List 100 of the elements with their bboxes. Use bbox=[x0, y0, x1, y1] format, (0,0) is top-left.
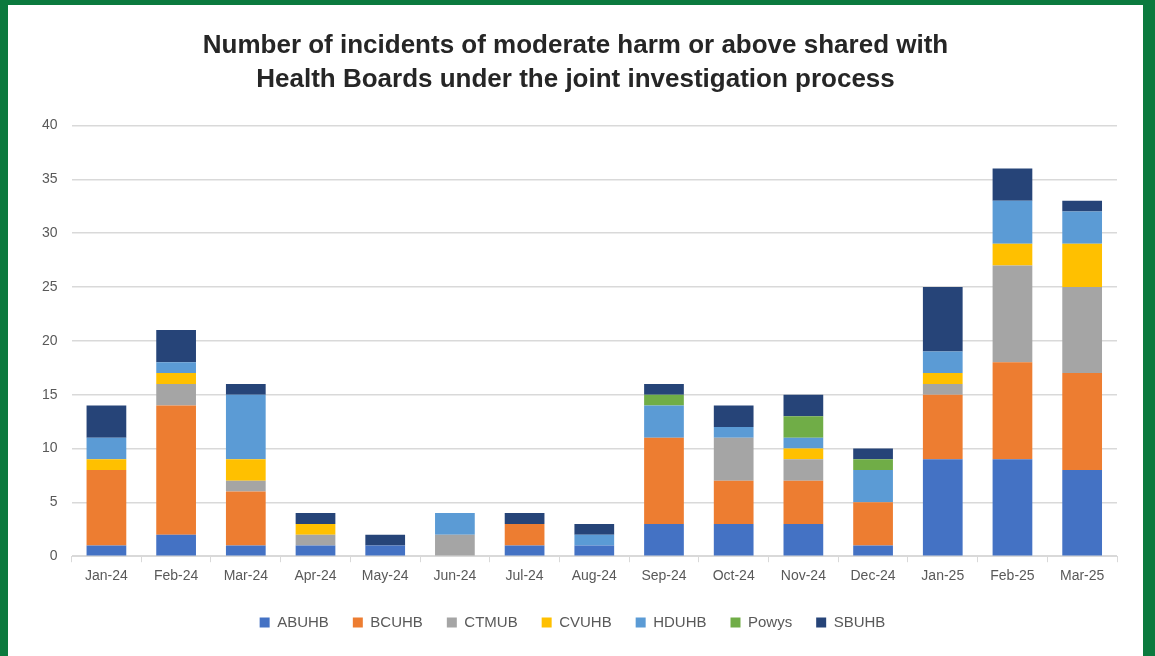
bar bbox=[853, 502, 893, 546]
x-tick-label: Jan-25 bbox=[921, 567, 965, 584]
bar bbox=[1062, 211, 1103, 244]
bar bbox=[1062, 200, 1103, 212]
bar bbox=[504, 545, 545, 556]
bar bbox=[435, 534, 475, 556]
x-tick-label: Sep-24 bbox=[641, 567, 687, 584]
bar bbox=[225, 480, 266, 492]
bar bbox=[1062, 286, 1103, 374]
x-tick-label: Oct-24 bbox=[712, 567, 755, 584]
y-tick-label: 40 bbox=[41, 116, 58, 133]
bar bbox=[225, 491, 266, 546]
bar bbox=[86, 545, 127, 556]
legend-label: BCUHB bbox=[370, 612, 423, 630]
bar bbox=[504, 513, 545, 524]
bar bbox=[783, 523, 824, 556]
bar bbox=[156, 362, 196, 374]
bar bbox=[574, 534, 615, 546]
bar bbox=[574, 545, 615, 556]
bar bbox=[156, 383, 196, 406]
x-tick-label: Mar-24 bbox=[223, 567, 269, 584]
bar bbox=[86, 437, 127, 460]
bar bbox=[86, 405, 127, 438]
y-tick-label: 15 bbox=[41, 385, 58, 402]
bar bbox=[156, 534, 196, 556]
bar bbox=[365, 545, 406, 556]
bar bbox=[644, 405, 684, 438]
bar bbox=[713, 405, 754, 427]
bar bbox=[1062, 243, 1103, 287]
bar bbox=[574, 523, 615, 535]
bar bbox=[713, 523, 754, 556]
bar bbox=[365, 534, 406, 546]
bar bbox=[783, 416, 824, 438]
bar bbox=[783, 459, 824, 481]
legend-label: CVUHB bbox=[559, 612, 612, 630]
bar bbox=[504, 523, 545, 546]
bar bbox=[295, 513, 336, 524]
bar bbox=[1062, 470, 1103, 556]
bar bbox=[853, 545, 893, 556]
bar bbox=[225, 545, 266, 556]
x-tick-label: Aug-24 bbox=[571, 567, 618, 584]
bar bbox=[435, 513, 475, 535]
bar bbox=[992, 200, 1033, 244]
bar bbox=[156, 330, 196, 363]
bar bbox=[992, 243, 1033, 266]
bar bbox=[225, 383, 266, 395]
bar bbox=[644, 383, 684, 395]
legend-label: CTMUB bbox=[464, 612, 518, 630]
bar bbox=[922, 351, 963, 374]
x-tick-label: Jun-24 bbox=[433, 567, 477, 584]
x-tick-label: Dec-24 bbox=[850, 567, 896, 584]
y-tick-label: 5 bbox=[49, 493, 58, 510]
bar bbox=[992, 362, 1033, 460]
y-tick-label: 25 bbox=[41, 277, 58, 294]
bar bbox=[295, 523, 336, 535]
bar bbox=[644, 437, 684, 524]
y-tick-label: 30 bbox=[41, 223, 58, 240]
bar bbox=[225, 459, 266, 481]
bar bbox=[783, 448, 824, 460]
bar bbox=[713, 437, 754, 481]
bar bbox=[992, 168, 1033, 201]
bar bbox=[713, 426, 754, 438]
bar bbox=[156, 373, 196, 384]
bar bbox=[853, 470, 893, 503]
bar bbox=[922, 373, 963, 384]
bar bbox=[853, 459, 893, 471]
bar bbox=[853, 448, 893, 460]
chart-title: Number of incidents of moderate harm or above shared with Health Boards under the joint investigation process bbox=[201, 28, 950, 95]
bar bbox=[295, 545, 336, 556]
y-tick-label: 0 bbox=[49, 547, 58, 564]
bar bbox=[922, 286, 963, 352]
y-tick-label: 10 bbox=[41, 439, 58, 456]
bar bbox=[783, 394, 824, 417]
bar bbox=[922, 383, 963, 395]
bar bbox=[922, 459, 963, 556]
x-tick-label: Jul-24 bbox=[505, 567, 544, 584]
bar bbox=[1062, 373, 1103, 471]
bar bbox=[992, 459, 1033, 556]
legend-label: Powys bbox=[748, 612, 793, 630]
bar bbox=[86, 459, 127, 471]
x-tick-label: Feb-25 bbox=[990, 567, 1035, 584]
bar bbox=[644, 394, 684, 406]
bar bbox=[225, 394, 266, 460]
x-tick-label: Mar-25 bbox=[1059, 567, 1105, 584]
x-tick-label: Feb-24 bbox=[153, 567, 199, 584]
bar bbox=[644, 523, 684, 556]
legend-label: HDUHB bbox=[653, 612, 707, 630]
x-tick-label: May-24 bbox=[361, 567, 409, 584]
x-tick-label: Jan-24 bbox=[85, 567, 129, 584]
legend-label: ABUHB bbox=[277, 612, 329, 630]
bar bbox=[922, 394, 963, 460]
bar bbox=[713, 480, 754, 524]
bar bbox=[783, 437, 824, 449]
bar bbox=[295, 534, 336, 546]
x-tick-label: Nov-24 bbox=[780, 567, 827, 584]
bar bbox=[86, 470, 127, 546]
bar bbox=[992, 265, 1033, 363]
bar bbox=[156, 405, 196, 535]
y-tick-label: 35 bbox=[41, 170, 58, 187]
bar bbox=[783, 480, 824, 524]
